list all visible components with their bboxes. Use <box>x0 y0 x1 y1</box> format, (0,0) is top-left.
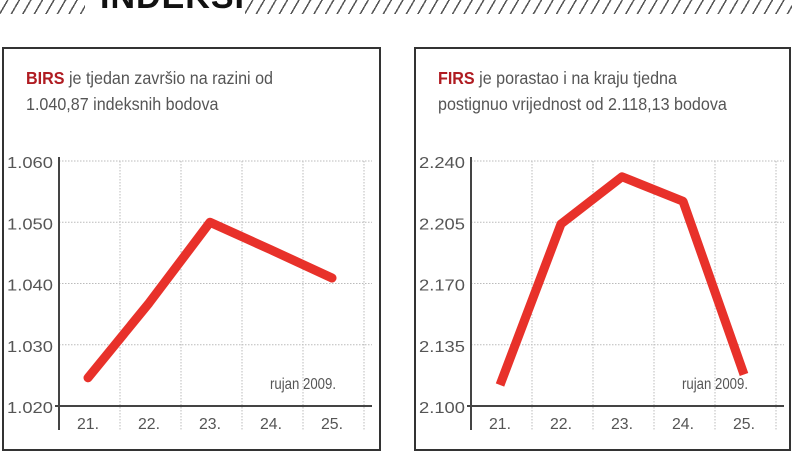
page-title: INDEKSI <box>100 0 245 17</box>
y-tick-label: 1.060 <box>7 155 53 172</box>
y-tick-label: 1.040 <box>7 278 53 295</box>
date-annotation: rujan 2009. <box>270 376 336 393</box>
x-tick-label: 21. <box>77 416 99 433</box>
birs-plot: 1.020 1.030 1.040 1.050 1.060 21. 22. 23. 24. 25.… <box>7 155 372 433</box>
date-annotation: rujan 2009. <box>682 376 748 393</box>
x-tick-label: 21. <box>489 416 511 433</box>
series-line <box>495 172 749 387</box>
y-tick-label: 2.205 <box>419 216 465 233</box>
x-tick-label: 22. <box>138 416 160 433</box>
header-hatch-right <box>245 0 792 14</box>
x-tick-label: 23. <box>611 416 633 433</box>
x-tick-label: 22. <box>550 416 572 433</box>
firs-caption-line2: postignuo vrijednost od 2.118,13 bodova <box>438 94 727 114</box>
y-tick-label: 2.135 <box>419 339 465 356</box>
header-hatch-left <box>0 0 85 14</box>
y-tick-label: 2.100 <box>419 400 465 417</box>
birs-caption-text: je tjedan završio na razini od <box>64 68 273 88</box>
y-tick-label: 1.030 <box>7 339 53 356</box>
firs-chart-panel: FIRS je porastao i na kraju tjedna postig… <box>414 47 791 451</box>
x-tick-label: 24. <box>260 416 282 433</box>
x-tick-label: 25. <box>321 416 343 433</box>
birs-caption: BIRS je tjedan završio na razini od 1.040… <box>26 65 273 117</box>
y-tick-label: 1.050 <box>7 216 53 233</box>
series-line <box>83 217 337 383</box>
firs-caption-text: je porastao i na kraju tjedna <box>474 68 677 88</box>
firs-caption: FIRS je porastao i na kraju tjedna postig… <box>438 65 727 117</box>
birs-chart-panel: BIRS je tjedan završio na razini od 1.040… <box>2 47 381 451</box>
x-tick-label: 25. <box>733 416 755 433</box>
firs-label: FIRS <box>438 68 475 88</box>
x-tick-label: 23. <box>199 416 221 433</box>
birs-label: BIRS <box>26 68 65 88</box>
y-tick-label: 2.170 <box>419 278 465 295</box>
firs-plot: 2.100 2.135 2.170 2.205 2.240 21. 22. 23. 24. 25.… <box>419 155 784 433</box>
y-tick-label: 1.020 <box>7 400 53 417</box>
birs-caption-line2: 1.040,87 indeksnih bodova <box>26 94 219 114</box>
x-tick-label: 24. <box>672 416 694 433</box>
y-tick-label: 2.240 <box>419 155 465 172</box>
